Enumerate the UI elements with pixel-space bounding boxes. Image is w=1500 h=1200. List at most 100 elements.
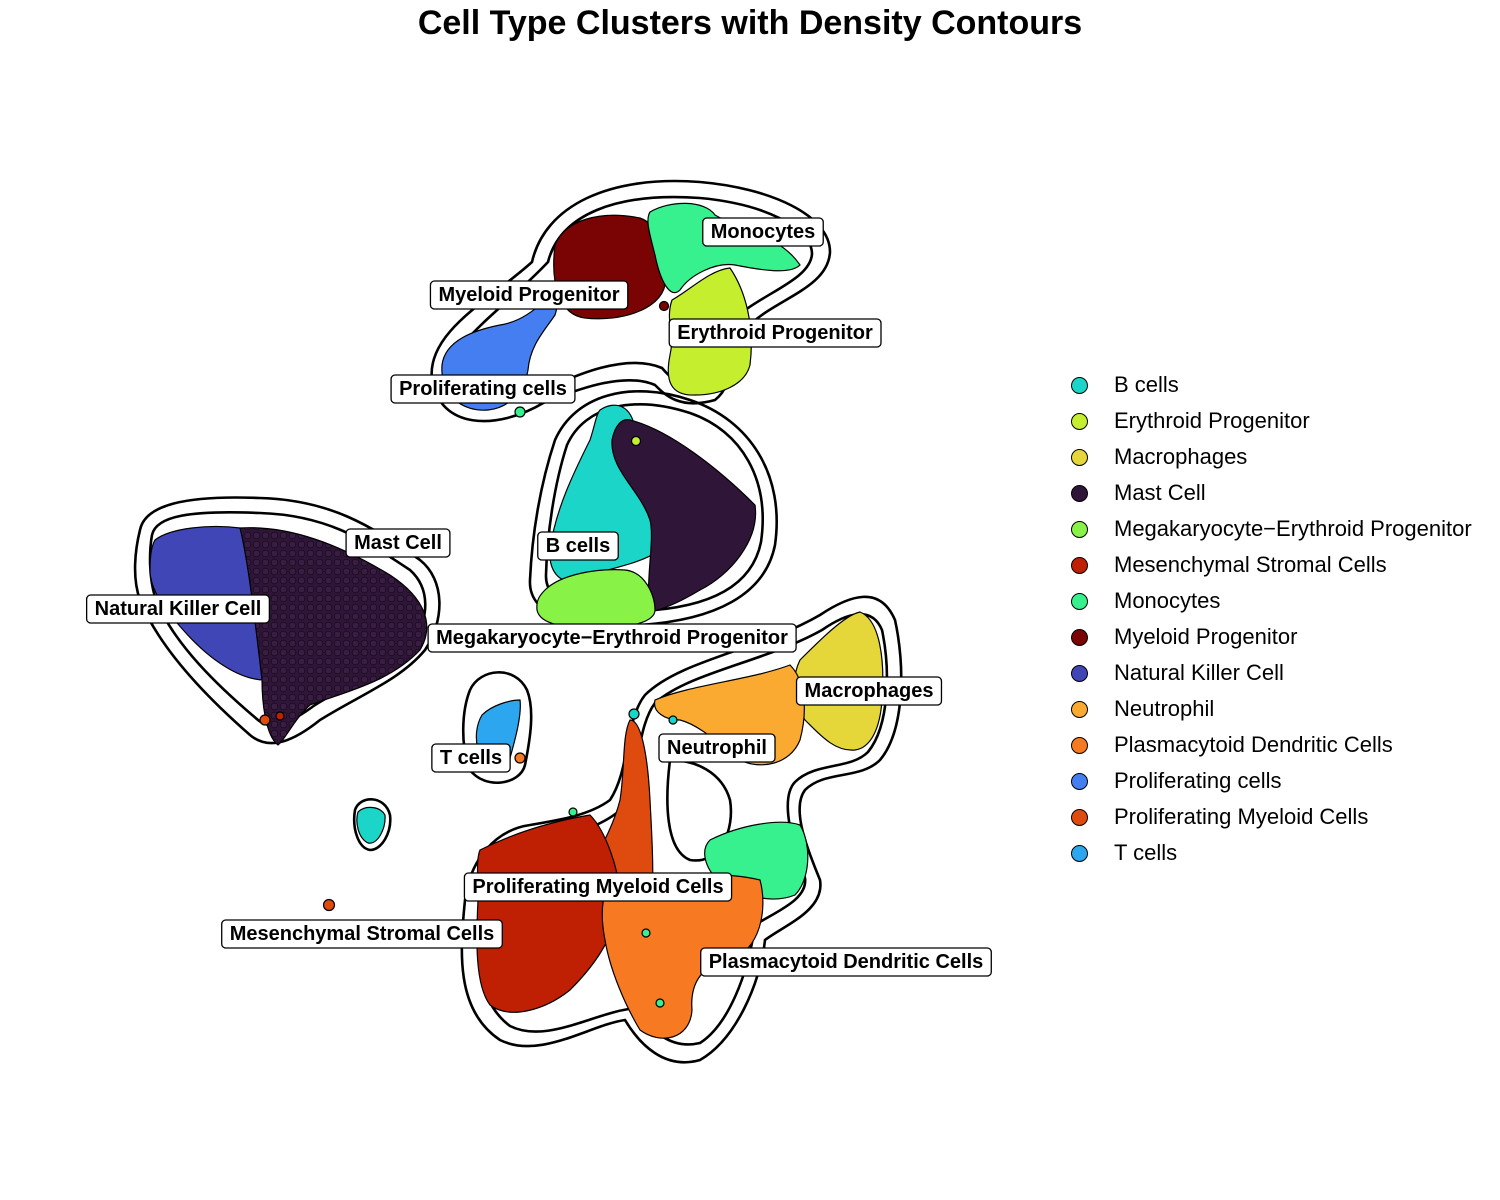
cluster-label-text: Plasmacytoid Dendritic Cells: [709, 951, 984, 973]
chart-title: Cell Type Clusters with Density Contours: [417, 4, 1083, 42]
legend-label: Megakaryocyte−Erythroid Progenitor: [1114, 516, 1472, 541]
legend-item: Mast Cell: [1066, 475, 1472, 511]
cluster-label: Proliferating cells: [390, 374, 576, 404]
legend-swatch: [1071, 484, 1088, 502]
contour-center-inner: [544, 403, 764, 614]
legend-swatch: [1071, 556, 1088, 574]
legend-label: Mast Cell: [1114, 480, 1206, 505]
legend-item: B cells: [1066, 367, 1472, 403]
outlier-point: [322, 898, 336, 912]
legend-item: Proliferating Myeloid Cells: [1066, 799, 1472, 835]
legend-label: Proliferating cells: [1114, 768, 1282, 793]
outlier-point: [658, 300, 670, 312]
legend-swatch: [1071, 412, 1088, 430]
cluster-label: Mesenchymal Stromal Cells: [221, 919, 503, 949]
cluster-label: Neutrophil: [658, 733, 776, 763]
legend-item: Plasmacytoid Dendritic Cells: [1066, 727, 1472, 763]
outlier-point: [630, 435, 642, 447]
legend: B cells Erythroid Progenitor Macrophages Ma…: [1066, 367, 1472, 871]
outlier-point: [628, 708, 640, 720]
cluster-label-box: [427, 623, 797, 653]
legend-label: Natural Killer Cell: [1114, 660, 1284, 685]
legend-swatch: [1071, 772, 1088, 790]
legend-item: Macrophages: [1066, 439, 1472, 475]
legend-item: Mesenchymal Stromal Cells: [1066, 547, 1472, 583]
cluster-label-text: Megakaryocyte−Erythroid Progenitor: [436, 627, 788, 649]
cluster-label-box: [537, 531, 619, 561]
legend-swatch: [1071, 520, 1088, 538]
outlier-point: [259, 714, 271, 726]
cluster-label-text: T cells: [440, 747, 502, 769]
outlier-point: [655, 998, 665, 1008]
legend-label: B cells: [1114, 372, 1179, 397]
cluster-label-box: [221, 919, 503, 949]
cluster-label-text: Neutrophil: [667, 737, 767, 759]
legend-swatch: [1071, 700, 1088, 718]
legend-item: Erythroid Progenitor: [1066, 403, 1472, 439]
legend-item: Monocytes: [1066, 583, 1472, 619]
cluster-label-text: Mesenchymal Stromal Cells: [230, 923, 495, 945]
cluster-mesenchymal-stromal: [476, 814, 621, 1013]
outlier-point: [514, 406, 526, 418]
legend-label: T cells: [1114, 840, 1178, 865]
cluster-label-box: [795, 676, 943, 706]
legend-item: Neutrophil: [1066, 691, 1472, 727]
legend-item: Natural Killer Cell: [1066, 655, 1472, 691]
cluster-label: Proliferating Myeloid Cells: [463, 872, 733, 902]
cluster-label-text: Proliferating Myeloid Cells: [472, 876, 723, 898]
legend-label: Monocytes: [1114, 588, 1221, 613]
cluster-label: T cells: [431, 743, 511, 773]
legend-swatch: [1071, 736, 1088, 754]
legend-label: Proliferating Myeloid Cells: [1114, 804, 1369, 829]
cluster-label-text: Erythroid Progenitor: [677, 322, 873, 344]
contour-center-outer: [528, 390, 778, 628]
cluster-label-text: Monocytes: [711, 221, 815, 243]
outlier-point: [668, 715, 678, 725]
cluster-label-text: Macrophages: [805, 680, 934, 702]
outlier-point: [514, 752, 526, 764]
cluster-label-box: [431, 743, 511, 773]
cluster-label: Plasmacytoid Dendritic Cells: [700, 947, 992, 977]
contour-small: [352, 798, 392, 852]
cluster-label-box: [668, 318, 882, 348]
cluster-label: Mast Cell: [345, 528, 451, 558]
cluster-label-text: Mast Cell: [354, 532, 442, 554]
legend-label: Macrophages: [1114, 444, 1248, 469]
cluster-label: B cells: [537, 531, 619, 561]
cluster-label-box: [345, 528, 451, 558]
outlier-point: [568, 807, 578, 817]
cluster-label: Natural Killer Cell: [85, 594, 271, 624]
legend-item: Proliferating cells: [1066, 763, 1472, 799]
legend-swatch: [1071, 844, 1088, 862]
legend-swatch: [1071, 448, 1088, 466]
cluster-label: Megakaryocyte−Erythroid Progenitor: [427, 623, 797, 653]
outlier-point: [641, 928, 651, 938]
legend-swatch: [1071, 664, 1088, 682]
cluster-megakaryocyte: [536, 569, 656, 629]
cluster-label-text: B cells: [546, 535, 610, 557]
outlier-point: [275, 711, 285, 721]
cluster-label-box: [85, 594, 271, 624]
cluster-label-text: Myeloid Progenitor: [438, 284, 619, 306]
cluster-label-box: [700, 947, 992, 977]
legend-swatch: [1071, 628, 1088, 646]
legend-label: Mesenchymal Stromal Cells: [1114, 552, 1387, 577]
legend-item: T cells: [1066, 835, 1472, 871]
contour-left-outer: [133, 496, 441, 745]
cluster-label-box: [390, 374, 576, 404]
cluster-label-text: Proliferating cells: [399, 378, 567, 400]
cluster-labels: Monocytes Myeloid Progenitor Erythroid Pro…: [85, 217, 992, 977]
cluster-label: Monocytes: [702, 217, 824, 247]
legend-swatch: [1071, 592, 1088, 610]
cluster-label-box: [702, 217, 824, 247]
legend-item: Megakaryocyte−Erythroid Progenitor: [1066, 511, 1472, 547]
legend-item: Myeloid Progenitor: [1066, 619, 1472, 655]
cluster-label: Myeloid Progenitor: [429, 280, 629, 310]
legend-label: Neutrophil: [1114, 696, 1215, 721]
cluster-label: Macrophages: [795, 676, 943, 706]
cluster-label-text: Natural Killer Cell: [95, 598, 262, 620]
cluster-label-box: [463, 872, 733, 902]
legend-swatch: [1071, 376, 1088, 394]
cluster-mast-cell-left: [239, 527, 428, 746]
